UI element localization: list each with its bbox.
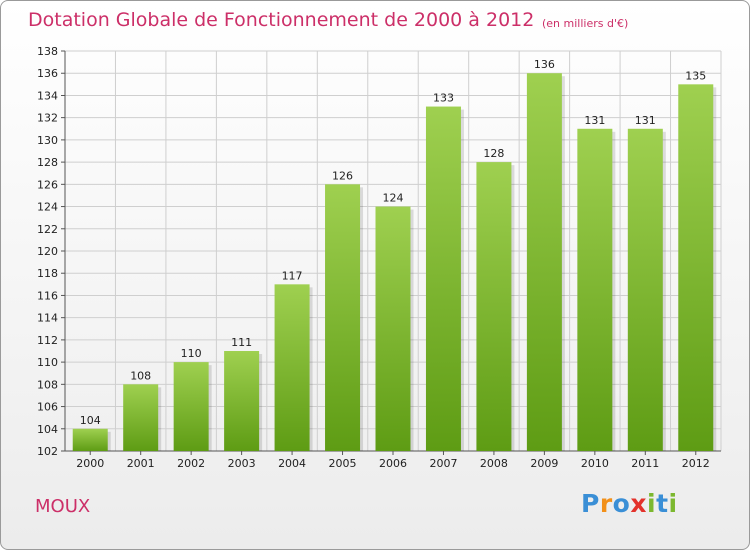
bar-2003[interactable]	[224, 351, 260, 451]
x-tick-label: 2000	[76, 457, 104, 470]
commune-name: MOUX	[35, 496, 91, 517]
bar-value-label: 104	[80, 414, 101, 427]
logo-letter: P	[581, 489, 600, 518]
bar-value-label: 126	[332, 169, 353, 182]
bar-2012[interactable]	[678, 84, 714, 451]
logo-letter: i	[668, 489, 678, 518]
y-tick-label: 130	[37, 134, 58, 147]
bar-2001[interactable]	[123, 384, 159, 451]
bar-2002[interactable]	[173, 362, 209, 451]
x-tick-label: 2003	[228, 457, 256, 470]
y-tick-label: 108	[37, 378, 58, 391]
y-tick-label: 102	[37, 445, 58, 458]
y-tick-label: 114	[37, 312, 58, 325]
logo-letter: x	[630, 489, 647, 518]
y-tick-label: 136	[37, 67, 58, 80]
y-tick-label: 106	[37, 401, 58, 414]
x-tick-label: 2004	[278, 457, 306, 470]
bar-value-label: 117	[282, 269, 303, 282]
proxiti-logo[interactable]: Proxiti	[581, 489, 678, 518]
bar-2006[interactable]	[375, 206, 411, 451]
bar-value-label: 124	[383, 192, 404, 205]
y-tick-label: 112	[37, 334, 58, 347]
bar-2008[interactable]	[476, 162, 512, 451]
bar-value-label: 131	[635, 114, 656, 127]
y-tick-label: 110	[37, 356, 58, 369]
bar-2005[interactable]	[325, 184, 361, 452]
bar-2009[interactable]	[526, 73, 562, 451]
y-tick-label: 138	[37, 45, 58, 58]
bar-value-label: 135	[685, 69, 706, 82]
x-tick-label: 2010	[581, 457, 609, 470]
x-tick-label: 2002	[177, 457, 205, 470]
chart-title: Dotation Globale de Fonctionnement de 20…	[28, 9, 535, 31]
y-tick-label: 124	[37, 201, 58, 214]
y-tick-label: 104	[37, 423, 58, 436]
y-tick-label: 126	[37, 178, 58, 191]
logo-letter: r	[599, 489, 613, 518]
bar-2010[interactable]	[577, 128, 613, 451]
y-tick-label: 116	[37, 289, 58, 302]
bar-2007[interactable]	[425, 106, 461, 452]
bar-2004[interactable]	[274, 284, 310, 451]
bar-2011[interactable]	[627, 128, 663, 451]
y-tick-label: 134	[37, 89, 58, 102]
y-tick-label: 120	[37, 245, 58, 258]
x-tick-label: 2005	[329, 457, 357, 470]
bar-value-label: 111	[231, 336, 252, 349]
bar-value-label: 128	[483, 147, 504, 160]
y-tick-label: 128	[37, 156, 58, 169]
y-tick-label: 132	[37, 112, 58, 125]
x-tick-label: 2007	[429, 457, 457, 470]
logo-letter: o	[612, 489, 631, 518]
logo-letter: i	[647, 489, 657, 518]
logo-letter: t	[656, 489, 669, 518]
x-tick-label: 2011	[631, 457, 659, 470]
bar-value-label: 110	[181, 347, 202, 360]
chart-subtitle: (en milliers d'€)	[542, 17, 629, 30]
bar-2000[interactable]	[72, 428, 108, 451]
bar-value-label: 108	[130, 369, 151, 382]
x-tick-label: 2012	[682, 457, 710, 470]
y-tick-label: 122	[37, 223, 58, 236]
x-tick-label: 2001	[127, 457, 155, 470]
bar-value-label: 131	[584, 114, 605, 127]
bar-value-label: 136	[534, 58, 555, 71]
x-tick-label: 2009	[530, 457, 558, 470]
x-tick-label: 2008	[480, 457, 508, 470]
x-tick-label: 2006	[379, 457, 407, 470]
y-tick-label: 118	[37, 267, 58, 280]
bar-value-label: 133	[433, 92, 454, 105]
